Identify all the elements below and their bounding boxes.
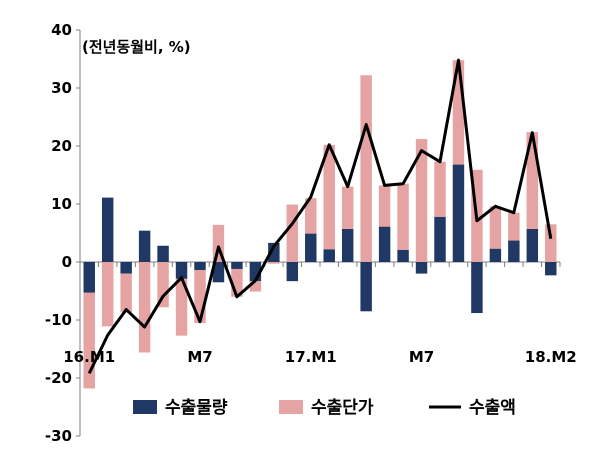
bar-volume	[268, 242, 280, 262]
bar-price	[397, 183, 409, 250]
bar-volume	[489, 248, 502, 262]
bar-volume	[360, 262, 372, 312]
y-axis-tick-labels: 40 30 20 10 0 -10 -20 -30	[45, 21, 80, 445]
legend-swatch-volume	[133, 400, 157, 414]
unit-label: (전년동월비, %)	[82, 38, 191, 56]
x-tick-label: 16.M1	[63, 348, 115, 366]
bar-price	[157, 262, 169, 308]
bar-volume	[83, 262, 95, 293]
bar-price	[452, 60, 465, 165]
y-tick-label: 30	[51, 79, 72, 97]
bar-price	[323, 144, 335, 250]
bar-price	[341, 186, 354, 229]
bar-volume	[194, 262, 206, 271]
bar-price	[231, 268, 243, 297]
bar-price	[434, 161, 446, 217]
bar-price	[545, 224, 557, 262]
x-tick-label: M7	[187, 348, 212, 366]
x-tick-label: 17.M1	[285, 348, 337, 366]
bar-price	[212, 224, 225, 262]
x-tick-label: M7	[409, 348, 434, 366]
bar-volume	[508, 240, 520, 262]
bar-volume	[323, 249, 335, 262]
legend-swatch-price	[279, 400, 303, 414]
bar-price	[526, 132, 539, 229]
bar-volume	[212, 262, 225, 283]
bar-volume	[434, 216, 446, 262]
bar-volume	[471, 262, 483, 314]
bar-volume	[249, 262, 262, 282]
bar-price	[249, 281, 262, 292]
bar-volume	[305, 233, 317, 262]
bar-price	[305, 198, 317, 234]
x-tick-label: 18.M2	[525, 348, 577, 366]
bar-price	[175, 278, 188, 336]
bar-price	[508, 212, 520, 241]
bar-volume	[157, 245, 169, 262]
bar-volume	[120, 262, 132, 274]
series-line-export-value	[87, 58, 553, 375]
bar-price	[378, 185, 391, 227]
bar-price	[360, 75, 372, 263]
y-tick-label: 10	[51, 195, 72, 213]
y-tick-label: -20	[45, 369, 72, 387]
legend-label-volume: 수출물량	[165, 398, 228, 418]
bar-volume	[101, 197, 114, 262]
bar-price	[120, 273, 132, 313]
bar-price	[489, 206, 502, 249]
bar-volume	[452, 164, 465, 262]
x-axis-tick-labels: 16.M1 M7 17.M1 M7 18.M2	[63, 348, 576, 366]
bar-price	[286, 204, 299, 262]
y-tick-label: -10	[45, 311, 72, 329]
bar-volume	[286, 262, 299, 282]
y-tick-label: -30	[45, 427, 72, 445]
bar-price	[83, 292, 95, 389]
x-axis-tick-marks	[79, 262, 561, 267]
bar-volume	[526, 228, 539, 262]
bar-volume	[138, 230, 151, 262]
bar-price	[101, 262, 114, 327]
bar-volume	[341, 228, 354, 262]
bar-volume	[397, 249, 409, 262]
legend-label-price: 수출단가	[311, 398, 374, 418]
bar-price	[138, 262, 151, 353]
bar-volume	[175, 262, 188, 279]
legend-label-export-value: 수출액	[469, 398, 516, 418]
bar-price	[194, 270, 206, 323]
y-tick-label: 0	[62, 253, 72, 271]
bar-volume	[415, 262, 428, 274]
y-tick-label: 20	[51, 137, 72, 155]
bar-volume	[378, 226, 391, 262]
legend: 수출물량 수출단가 수출액	[133, 398, 516, 418]
bar-price	[415, 139, 428, 262]
bar-price	[268, 262, 280, 264]
bar-volume	[231, 262, 243, 269]
bars-group	[83, 60, 557, 389]
y-tick-label: 40	[51, 21, 72, 39]
bar-volume	[545, 262, 557, 276]
